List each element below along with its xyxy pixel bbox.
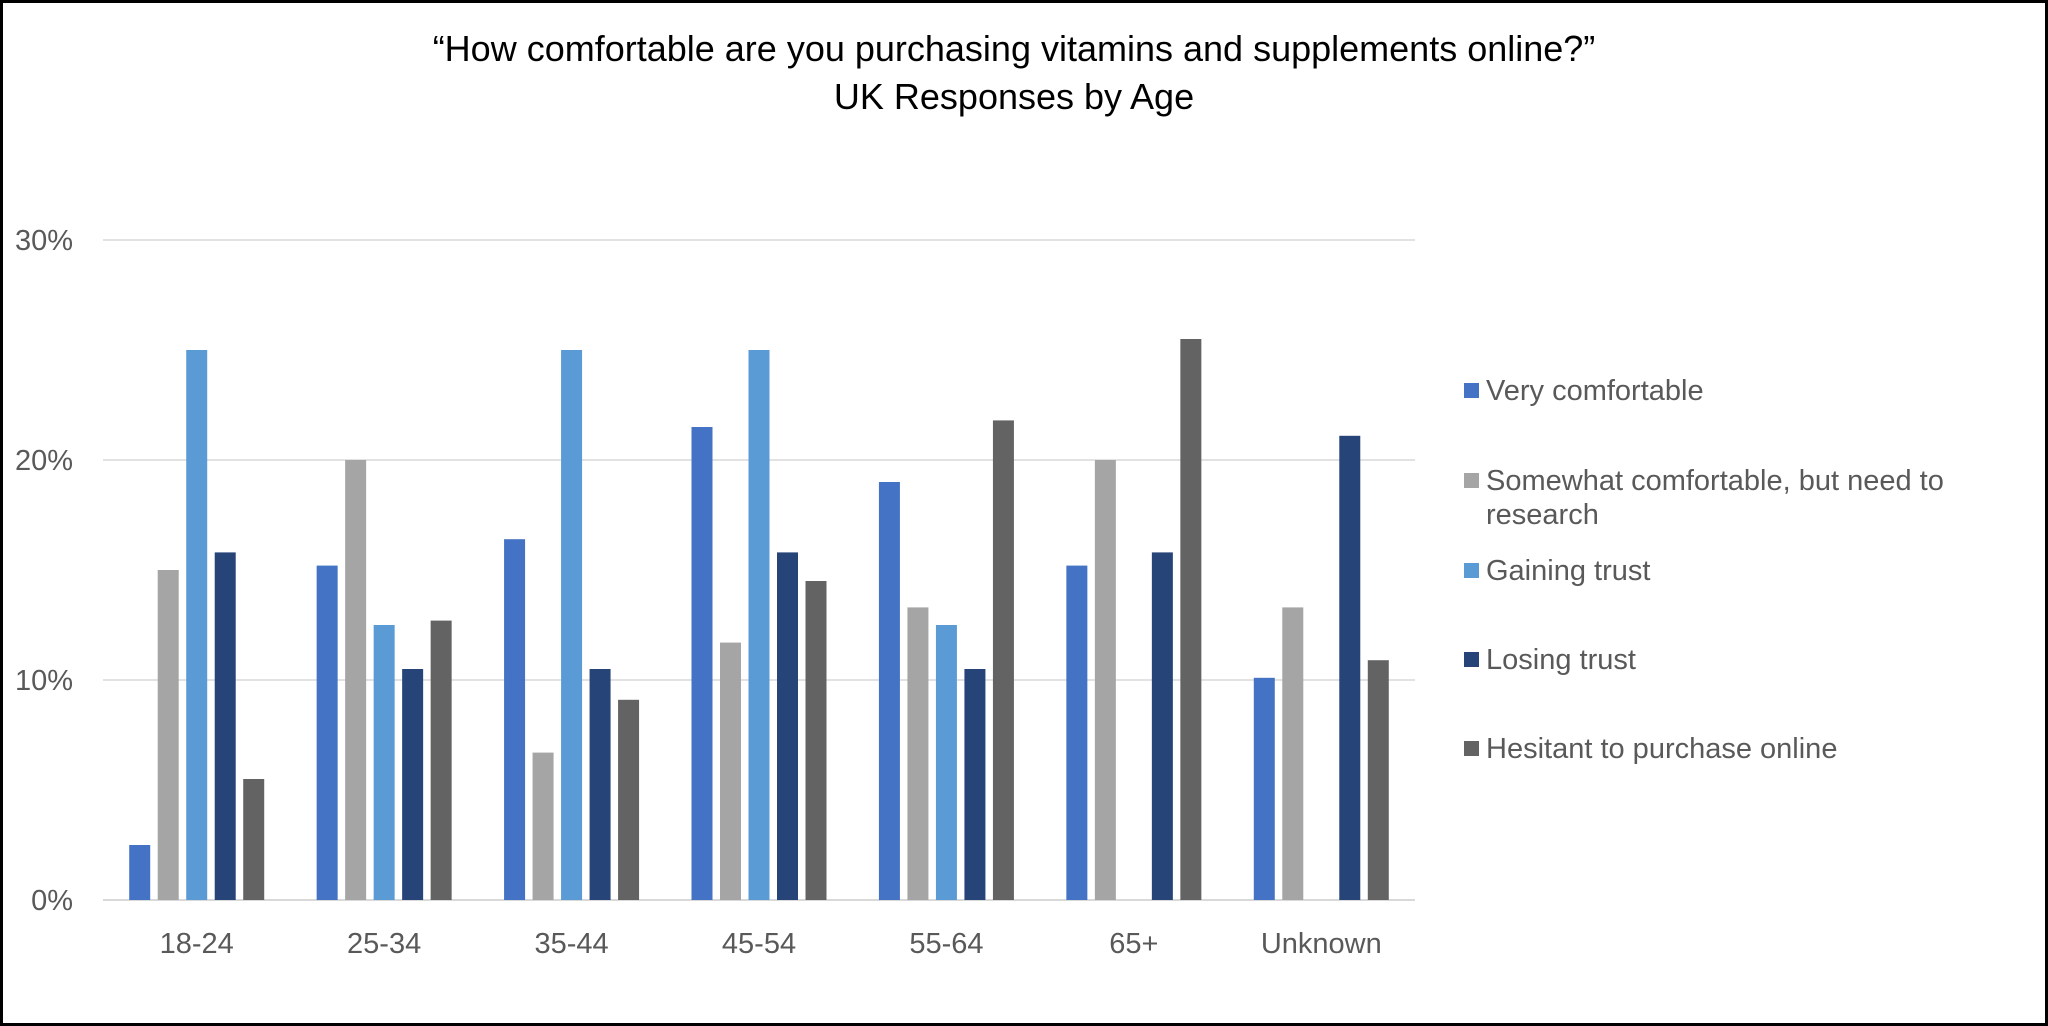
bar-65--series-1 bbox=[1066, 565, 1088, 900]
legend-label-5: Hesitant to purchase online bbox=[1486, 733, 1837, 765]
legend-swatch-1 bbox=[1464, 383, 1479, 398]
x-tick-label: 65+ bbox=[1109, 928, 1158, 960]
bar-65--series-5 bbox=[1180, 339, 1202, 900]
y-tick-label: 10% bbox=[15, 665, 73, 697]
bar-45-54-series-5 bbox=[805, 581, 827, 900]
bar-35-44-series-1 bbox=[504, 539, 526, 900]
x-tick-label: 35-44 bbox=[534, 928, 608, 960]
legend-swatch-4 bbox=[1464, 652, 1479, 667]
x-tick-label: Unknown bbox=[1261, 928, 1382, 960]
bar-45-54-series-3 bbox=[748, 350, 770, 900]
bar-55-64-series-2 bbox=[907, 607, 929, 900]
x-tick-label: 55-64 bbox=[909, 928, 983, 960]
bar-45-54-series-4 bbox=[777, 552, 798, 900]
x-tick-label: 45-54 bbox=[722, 928, 796, 960]
bar-55-64-series-4 bbox=[964, 669, 986, 900]
bar-25-34-series-1 bbox=[316, 565, 338, 900]
bar-35-44-series-2 bbox=[532, 752, 554, 900]
bar-18-24-series-1 bbox=[129, 845, 151, 900]
legend-swatch-5 bbox=[1464, 741, 1479, 756]
bar-65--series-2 bbox=[1094, 460, 1116, 900]
bar-18-24-series-4 bbox=[214, 552, 236, 900]
bar-unknown-series-2 bbox=[1282, 607, 1304, 900]
bar-unknown-series-4 bbox=[1339, 435, 1361, 900]
legend-swatch-3 bbox=[1464, 563, 1479, 578]
bar-55-64-series-5 bbox=[992, 420, 1014, 900]
legend-swatch-2 bbox=[1464, 473, 1479, 488]
bar-25-34-series-4 bbox=[402, 669, 424, 900]
x-tick-label: 18-24 bbox=[160, 928, 234, 960]
bar-45-54-series-1 bbox=[691, 427, 713, 900]
bar-55-64-series-3 bbox=[935, 625, 957, 900]
bars bbox=[129, 339, 1389, 900]
bar-18-24-series-5 bbox=[243, 779, 265, 900]
y-tick-label: 20% bbox=[15, 445, 73, 477]
chart-title: “How comfortable are you purchasing vita… bbox=[433, 28, 1596, 69]
chart-subtitle: UK Responses by Age bbox=[834, 76, 1194, 117]
bar-55-64-series-1 bbox=[878, 482, 900, 900]
bar-35-44-series-3 bbox=[561, 350, 583, 900]
y-axis-ticks: 0% 10% 20% 30% bbox=[15, 225, 73, 917]
y-tick-label: 30% bbox=[15, 225, 73, 257]
bar-unknown-series-1 bbox=[1253, 677, 1275, 900]
legend: Very comfortable Somewhat comfortable, bu… bbox=[1464, 375, 1944, 765]
x-tick-label: 25-34 bbox=[347, 928, 421, 960]
legend-label-2: Somewhat comfortable, but need to researc… bbox=[1486, 465, 1944, 531]
bar-18-24-series-2 bbox=[157, 570, 179, 900]
legend-label-1: Very comfortable bbox=[1486, 375, 1704, 407]
bar-35-44-series-4 bbox=[589, 669, 611, 900]
x-axis-ticks: 18-24 25-34 35-44 45-54 55-64 65+ Unknown bbox=[160, 928, 1382, 960]
bar-35-44-series-5 bbox=[618, 699, 640, 900]
legend-label-4: Losing trust bbox=[1486, 644, 1636, 676]
bar-65--series-4 bbox=[1151, 552, 1173, 900]
bar-25-34-series-3 bbox=[373, 625, 395, 900]
chart-svg: “How comfortable are you purchasing vita… bbox=[15, 28, 1944, 960]
bar-25-34-series-5 bbox=[430, 620, 452, 900]
bar-25-34-series-2 bbox=[345, 460, 367, 900]
y-tick-label: 0% bbox=[31, 885, 73, 917]
bar-unknown-series-5 bbox=[1367, 660, 1389, 900]
bar-45-54-series-2 bbox=[720, 642, 741, 900]
bar-18-24-series-3 bbox=[186, 350, 208, 900]
legend-label-3: Gaining trust bbox=[1486, 555, 1650, 587]
